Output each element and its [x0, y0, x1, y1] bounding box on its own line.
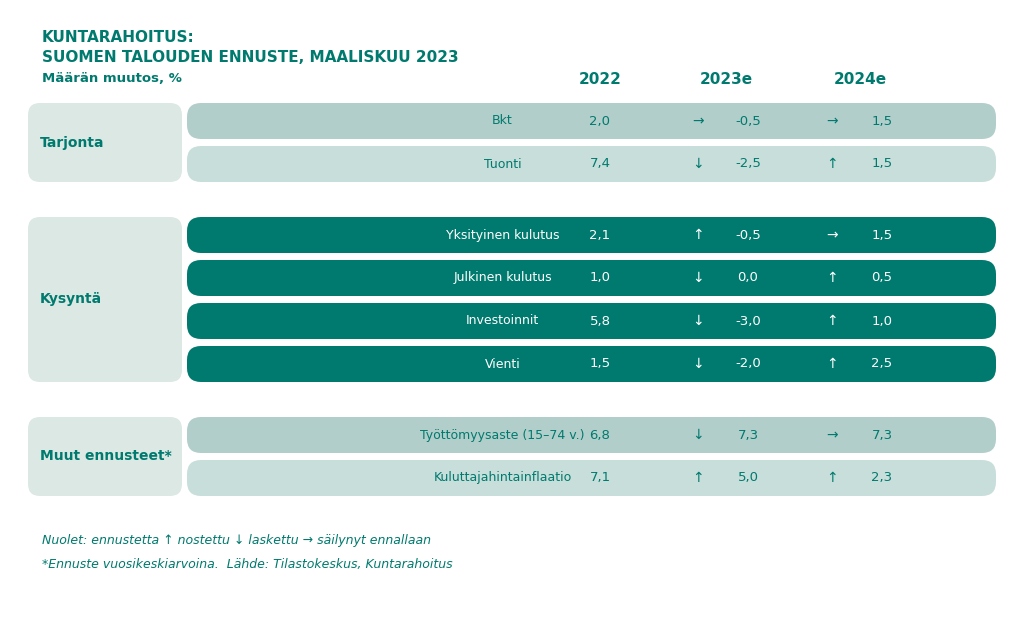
Text: 7,3: 7,3: [737, 429, 759, 442]
Text: Vienti: Vienti: [484, 358, 520, 371]
Text: 5,8: 5,8: [590, 315, 610, 328]
FancyBboxPatch shape: [187, 260, 996, 296]
FancyBboxPatch shape: [187, 146, 996, 182]
Text: Muut ennusteet*: Muut ennusteet*: [40, 450, 172, 464]
Text: 2023e: 2023e: [699, 72, 753, 87]
Text: →: →: [826, 228, 838, 242]
Text: 7,3: 7,3: [871, 429, 893, 442]
Text: 1,5: 1,5: [590, 358, 610, 371]
FancyBboxPatch shape: [187, 417, 996, 453]
Text: -3,0: -3,0: [735, 315, 761, 328]
Text: Kuluttajahintainflaatio: Kuluttajahintainflaatio: [433, 472, 571, 485]
Text: Tarjonta: Tarjonta: [40, 135, 104, 150]
Text: ↓: ↓: [692, 271, 703, 285]
Text: Nuolet: ennustetta ↑ nostettu ↓ laskettu → säilynyt ennallaan: Nuolet: ennustetta ↑ nostettu ↓ laskettu…: [42, 534, 431, 547]
Text: ↑: ↑: [826, 357, 838, 371]
Text: 2024e: 2024e: [834, 72, 887, 87]
Text: ↑: ↑: [826, 314, 838, 328]
Text: *Ennuste vuosikeskiarvoina.  Lähde: Tilastokeskus, Kuntarahoitus: *Ennuste vuosikeskiarvoina. Lähde: Tilas…: [42, 558, 453, 571]
Text: ↑: ↑: [692, 228, 703, 242]
Text: Kysyntä: Kysyntä: [40, 293, 102, 307]
FancyBboxPatch shape: [28, 217, 182, 382]
Text: ↓: ↓: [692, 357, 703, 371]
Text: ↓: ↓: [692, 157, 703, 171]
Text: KUNTARAHOITUS:: KUNTARAHOITUS:: [42, 30, 195, 45]
Text: ↑: ↑: [826, 157, 838, 171]
Text: SUOMEN TALOUDEN ENNUSTE, MAALISKUU 2023: SUOMEN TALOUDEN ENNUSTE, MAALISKUU 2023: [42, 50, 459, 65]
Text: -2,0: -2,0: [735, 358, 761, 371]
FancyBboxPatch shape: [187, 460, 996, 496]
Text: Tuonti: Tuonti: [483, 158, 521, 171]
Text: -2,5: -2,5: [735, 158, 761, 171]
FancyBboxPatch shape: [187, 217, 996, 253]
Text: →: →: [692, 114, 703, 128]
Text: 1,5: 1,5: [871, 115, 893, 128]
Text: ↑: ↑: [826, 271, 838, 285]
FancyBboxPatch shape: [28, 103, 182, 182]
Text: ↓: ↓: [692, 314, 703, 328]
Text: Yksityinen kulutus: Yksityinen kulutus: [445, 229, 559, 242]
Text: 5,0: 5,0: [737, 472, 759, 485]
Text: -0,5: -0,5: [735, 115, 761, 128]
Text: 7,1: 7,1: [590, 472, 610, 485]
Text: 1,5: 1,5: [871, 158, 893, 171]
Text: 2,5: 2,5: [871, 358, 893, 371]
Text: 2,3: 2,3: [871, 472, 893, 485]
Text: 2,0: 2,0: [590, 115, 610, 128]
Text: 2,1: 2,1: [590, 229, 610, 242]
Text: Työttömyysaste (15–74 v.): Työttömyysaste (15–74 v.): [420, 429, 585, 442]
Text: →: →: [826, 114, 838, 128]
Text: →: →: [826, 428, 838, 442]
Text: Julkinen kulutus: Julkinen kulutus: [454, 272, 552, 285]
Text: Bkt: Bkt: [493, 115, 513, 128]
Text: 7,4: 7,4: [590, 158, 610, 171]
Text: 0,5: 0,5: [871, 272, 893, 285]
Text: 2022: 2022: [579, 72, 622, 87]
Text: 1,0: 1,0: [871, 315, 893, 328]
FancyBboxPatch shape: [187, 303, 996, 339]
FancyBboxPatch shape: [187, 346, 996, 382]
Text: 1,0: 1,0: [590, 272, 610, 285]
Text: ↑: ↑: [692, 471, 703, 485]
Text: 1,5: 1,5: [871, 229, 893, 242]
Text: -0,5: -0,5: [735, 229, 761, 242]
Text: 0,0: 0,0: [737, 272, 759, 285]
Text: 6,8: 6,8: [590, 429, 610, 442]
Text: ↓: ↓: [692, 428, 703, 442]
FancyBboxPatch shape: [28, 417, 182, 496]
Text: ↑: ↑: [826, 471, 838, 485]
FancyBboxPatch shape: [187, 103, 996, 139]
Text: Investoinnit: Investoinnit: [466, 315, 539, 328]
Text: Määrän muutos, %: Määrän muutos, %: [42, 72, 182, 85]
